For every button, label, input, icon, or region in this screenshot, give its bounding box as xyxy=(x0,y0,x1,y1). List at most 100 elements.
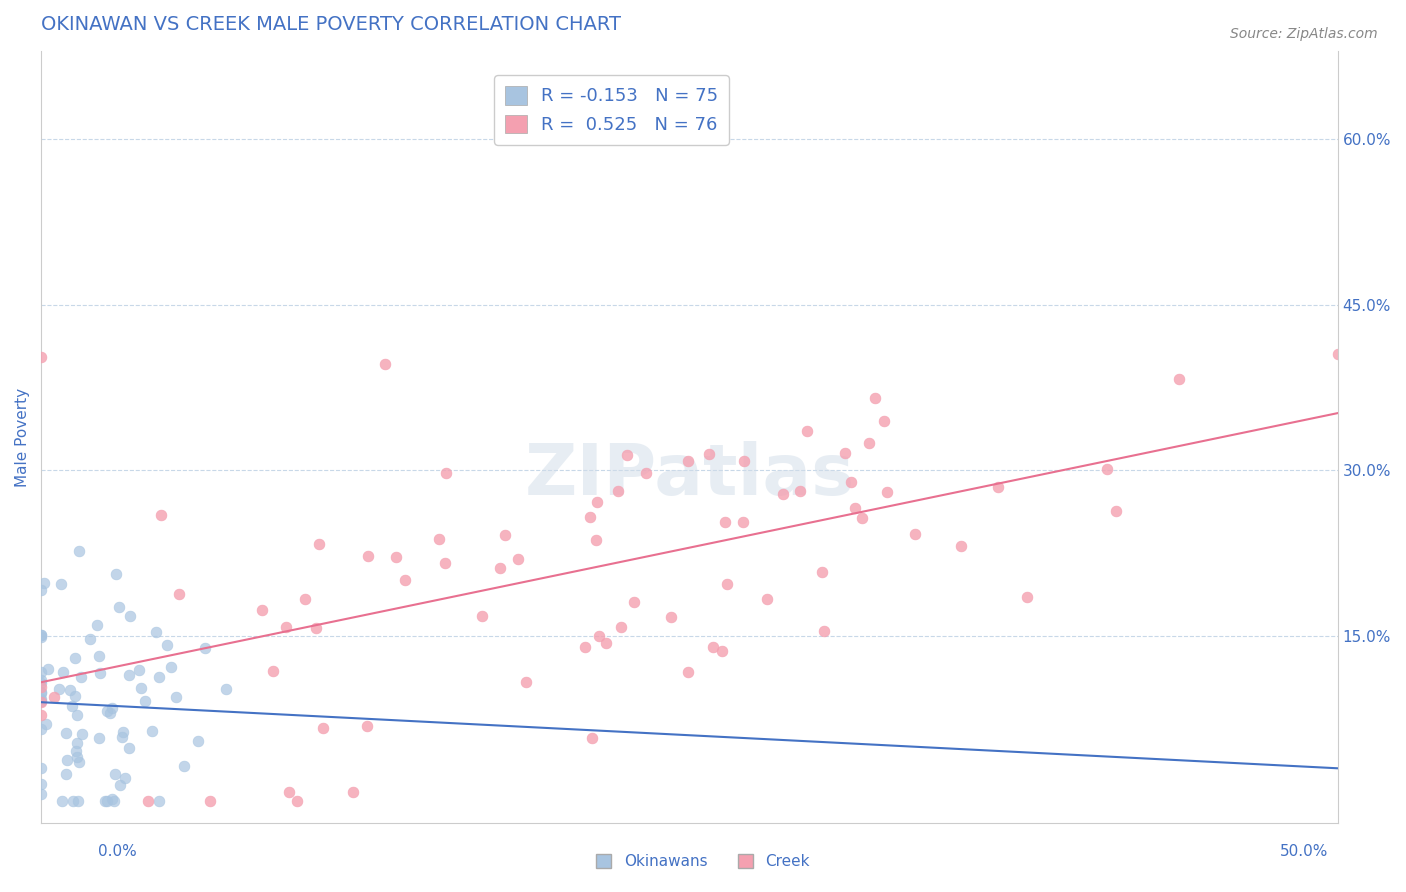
Point xyxy=(141,723,163,738)
Point xyxy=(616,448,638,462)
Point xyxy=(34,576,56,591)
Point xyxy=(434,557,457,571)
Point xyxy=(733,454,755,468)
Text: 50.0%: 50.0% xyxy=(1281,845,1329,859)
Point xyxy=(950,539,973,553)
Point xyxy=(873,414,896,428)
Point xyxy=(104,566,127,581)
Point xyxy=(811,565,834,579)
Text: OKINAWAN VS CREEK MALE POVERTY CORRELATION CHART: OKINAWAN VS CREEK MALE POVERTY CORRELATI… xyxy=(41,15,621,34)
Point xyxy=(66,794,89,808)
Point xyxy=(55,766,77,780)
Point xyxy=(574,640,596,655)
Point xyxy=(607,484,630,499)
Point xyxy=(342,785,364,799)
Point xyxy=(851,510,873,524)
Point xyxy=(1095,461,1118,475)
Point xyxy=(187,733,209,747)
Point xyxy=(156,638,179,652)
Point xyxy=(66,707,89,722)
Point xyxy=(585,495,607,509)
Point xyxy=(30,627,52,641)
Point xyxy=(494,528,516,542)
Point xyxy=(904,527,927,541)
Point xyxy=(59,683,82,698)
Point xyxy=(30,762,52,776)
Point xyxy=(676,454,699,468)
Point xyxy=(702,640,724,655)
Point xyxy=(194,641,217,656)
Point xyxy=(876,485,898,500)
Point xyxy=(30,685,52,699)
Point xyxy=(30,676,52,690)
Point xyxy=(357,549,380,563)
Point xyxy=(86,618,108,632)
Point xyxy=(198,794,221,808)
Point xyxy=(51,794,73,808)
Point xyxy=(30,694,52,708)
Point xyxy=(427,532,450,546)
Point xyxy=(274,619,297,633)
Point xyxy=(66,750,89,764)
Point xyxy=(63,651,86,665)
Point xyxy=(118,668,141,682)
Point xyxy=(394,574,416,588)
Point xyxy=(610,620,633,634)
Point xyxy=(173,758,195,772)
Point xyxy=(111,725,134,739)
Point xyxy=(508,552,530,566)
Point xyxy=(30,787,52,801)
Point xyxy=(103,794,125,808)
Text: ZIPatlas: ZIPatlas xyxy=(524,442,855,510)
Point xyxy=(89,648,111,663)
Point xyxy=(772,487,794,501)
Point xyxy=(30,630,52,644)
Point xyxy=(60,698,83,713)
Text: 0.0%: 0.0% xyxy=(98,845,138,859)
Point xyxy=(844,500,866,515)
Point xyxy=(839,475,862,489)
Point xyxy=(96,794,118,808)
Point xyxy=(865,391,887,405)
Point xyxy=(118,741,141,756)
Point xyxy=(659,610,682,624)
Point xyxy=(987,480,1010,494)
Point xyxy=(30,628,52,642)
Point xyxy=(55,726,77,740)
Point xyxy=(834,445,856,459)
Point xyxy=(48,682,70,697)
Point xyxy=(30,673,52,688)
Point xyxy=(356,719,378,733)
Point xyxy=(294,591,316,606)
Point xyxy=(145,625,167,640)
Point xyxy=(30,350,52,364)
Point xyxy=(634,466,657,480)
Point xyxy=(70,727,93,741)
Point xyxy=(98,706,121,720)
Point xyxy=(733,515,755,529)
Point xyxy=(489,561,512,575)
Point xyxy=(858,436,880,450)
Point xyxy=(134,694,156,708)
Legend: Okinawans, Creek: Okinawans, Creek xyxy=(591,848,815,875)
Point xyxy=(30,695,52,709)
Point xyxy=(101,701,124,715)
Point xyxy=(1015,590,1038,604)
Point xyxy=(30,686,52,700)
Point xyxy=(30,680,52,694)
Point xyxy=(159,659,181,673)
Point xyxy=(678,665,700,679)
Point xyxy=(62,794,84,808)
Point xyxy=(1168,372,1191,386)
Point xyxy=(65,744,87,758)
Point xyxy=(120,608,142,623)
Point xyxy=(579,510,602,524)
Point xyxy=(30,665,52,680)
Point xyxy=(104,767,127,781)
Point xyxy=(30,722,52,736)
Point xyxy=(128,663,150,677)
Point xyxy=(66,736,89,750)
Point xyxy=(136,794,159,808)
Point xyxy=(108,600,131,615)
Point xyxy=(49,576,72,591)
